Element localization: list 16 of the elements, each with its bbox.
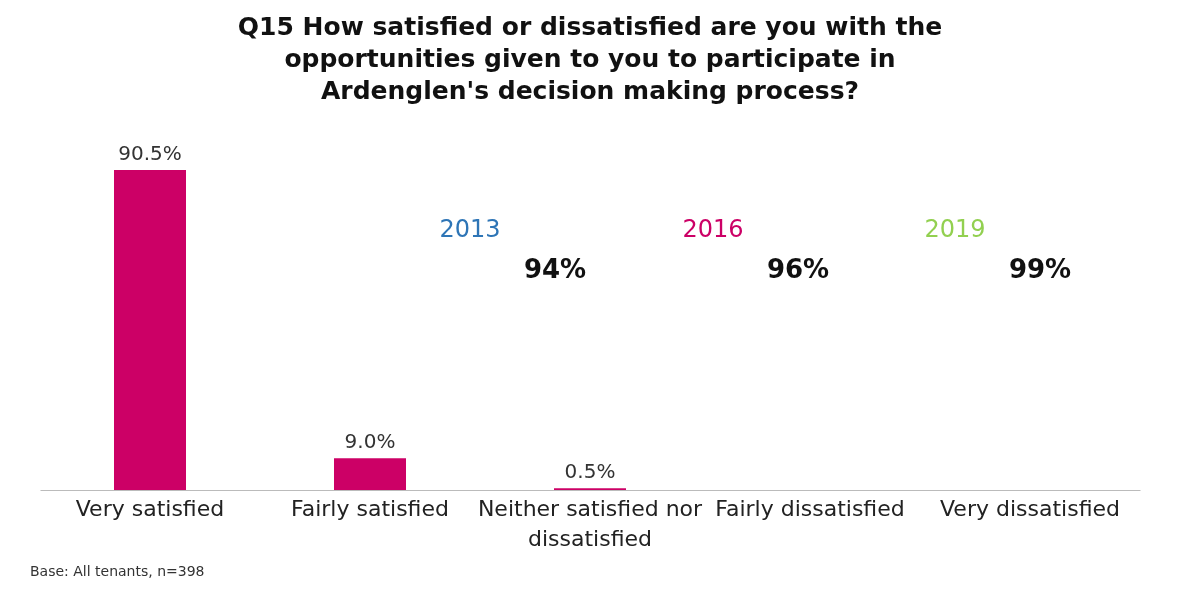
data-label: 9.0% [344,429,396,454]
chart-title: Q15 How satisfied or dissatisfied are you with the opportunities given to you to participate in Ardenglen's decision making process? [237,12,943,105]
annotation: 2016 [682,215,744,243]
x-tick-label: Very satisfied [75,495,225,521]
annotation: 2019 [924,215,986,243]
data-label: 90.5% [118,141,182,165]
annotation: 94% [523,254,587,284]
x-tick-label: Fairly satisfied [291,495,449,521]
x-tick-label: Neither satisfied nor dissatisfied [477,495,704,551]
annotation: 96% [766,254,830,284]
annotation: 2013 [439,215,501,243]
text: Base: All tenants, n=398 [30,563,205,579]
annotation: 99% [1008,254,1072,284]
x-tick-label: Very dissatisfied [940,495,1120,521]
x-tick-label: Fairly dissatisfied [715,495,905,521]
data-label: 0.5% [564,459,616,484]
